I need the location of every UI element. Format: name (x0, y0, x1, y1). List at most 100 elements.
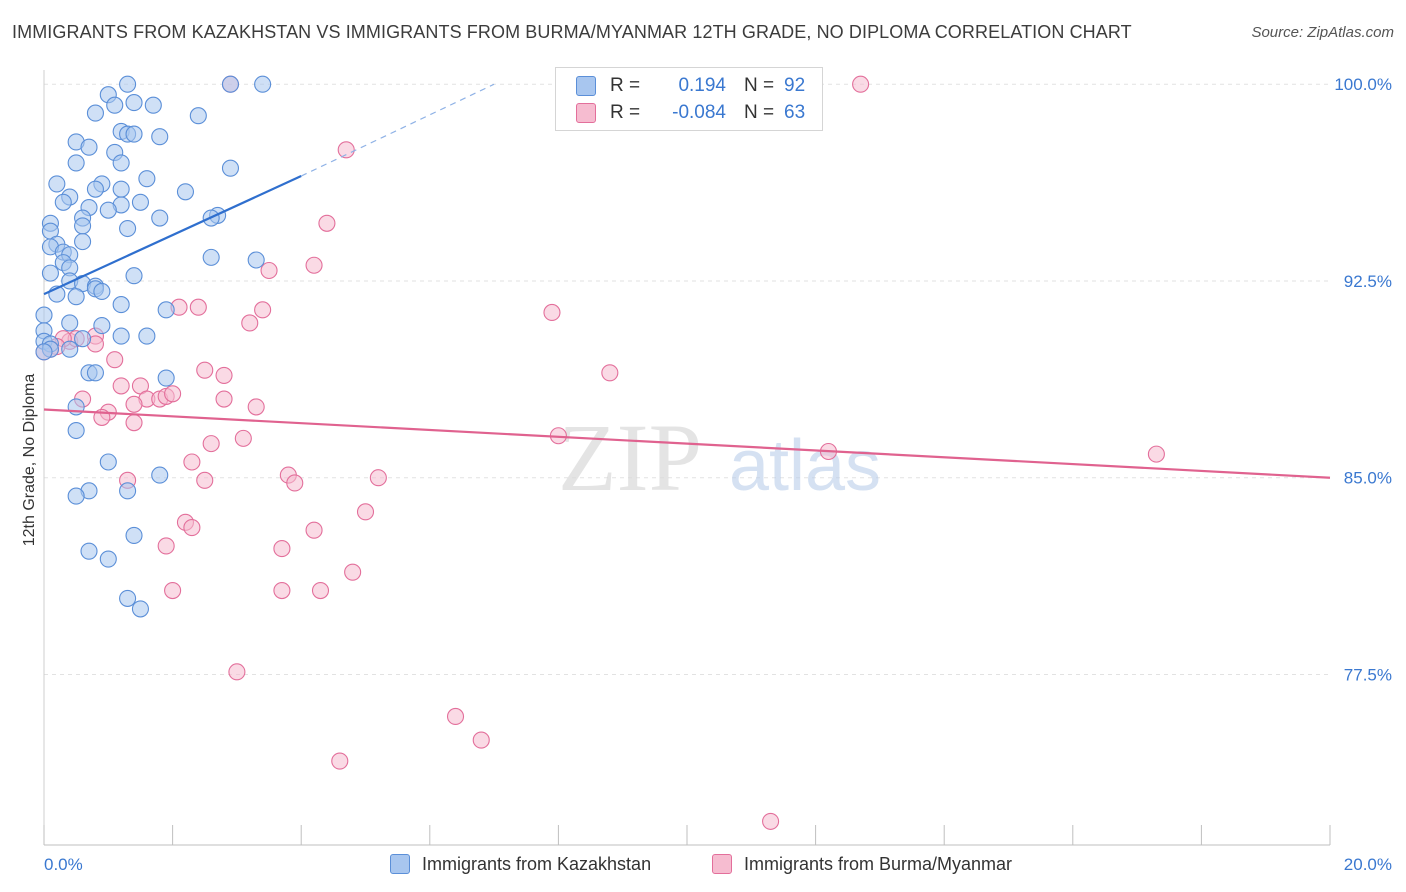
data-point (86, 364, 104, 382)
data-point (112, 180, 130, 198)
data-point (852, 75, 870, 93)
data-point (80, 542, 98, 560)
data-point (183, 453, 201, 471)
watermark: ZIP atlas (558, 404, 881, 511)
data-point (61, 340, 79, 358)
legend-r-value: -0.084 (672, 102, 726, 123)
data-point (196, 471, 214, 489)
data-point (228, 663, 246, 681)
data-point (221, 159, 240, 177)
data-point (61, 314, 79, 332)
trend-lines (43, 83, 1331, 479)
data-point (337, 141, 355, 159)
data-point (446, 707, 465, 726)
data-point (221, 75, 240, 93)
data-point (125, 267, 143, 285)
legend-row-burma: R = -0.084 N = 63 (576, 100, 805, 126)
data-point (260, 261, 278, 280)
data-point (318, 214, 336, 232)
legend-swatch-pink (576, 103, 596, 123)
legend-r-value: 0.194 (678, 75, 726, 96)
data-point (356, 503, 375, 521)
series-legend-label: Immigrants from Burma/Myanmar (744, 853, 1013, 874)
series-legend-kazakhstan: Immigrants from Kazakhstan (390, 852, 651, 876)
data-point (93, 282, 111, 301)
watermark-atlas: atlas (729, 426, 881, 506)
data-point (241, 314, 259, 332)
data-point (254, 75, 272, 93)
data-point (112, 296, 130, 314)
data-point (196, 361, 214, 379)
legend-r-label: R = (610, 75, 641, 96)
data-point (762, 812, 780, 830)
data-point (189, 107, 207, 125)
legend-n-value: 63 (784, 102, 806, 123)
data-point (273, 581, 291, 600)
data-point (106, 96, 124, 114)
data-point (369, 469, 387, 487)
data-point (48, 175, 66, 193)
data-point (125, 414, 143, 432)
data-point (202, 248, 220, 266)
data-point (74, 217, 92, 235)
data-point (119, 482, 137, 500)
data-point (215, 390, 233, 408)
data-point (112, 327, 130, 345)
data-point (125, 526, 143, 544)
series-kazakhstan-points (35, 75, 272, 618)
data-point (157, 301, 175, 319)
y-axis-label: 12th Grade, No Diploma (21, 373, 38, 547)
data-point (93, 317, 111, 335)
data-point (86, 180, 104, 198)
data-point (164, 385, 182, 403)
data-point (601, 364, 619, 382)
x-tick-label: 0.0% (44, 855, 83, 874)
data-point (151, 466, 169, 484)
data-point (99, 550, 117, 568)
data-point (35, 306, 53, 324)
data-point (157, 537, 175, 555)
x-tick-label: 20.0% (1344, 855, 1392, 874)
data-point (344, 563, 362, 581)
watermark-zip: ZIP (558, 404, 702, 511)
data-point (112, 154, 130, 172)
data-point (215, 366, 233, 384)
data-point (131, 193, 149, 211)
data-point (67, 154, 85, 172)
trend-line-kazakhstan (43, 175, 302, 296)
data-point (74, 233, 92, 251)
data-point (254, 301, 272, 319)
data-point (202, 435, 220, 453)
data-point (131, 600, 149, 618)
data-point (164, 581, 182, 600)
legend-swatch-blue (576, 76, 596, 96)
y-tick-label: 85.0% (1344, 469, 1392, 488)
trend-line-kazakhstan-extension (300, 83, 495, 177)
y-tick-label: 92.5% (1344, 272, 1392, 291)
data-point (125, 395, 143, 413)
data-point (138, 170, 156, 188)
data-point (99, 453, 117, 471)
data-point (99, 201, 117, 219)
axes (43, 70, 1331, 846)
data-point (74, 330, 92, 348)
data-point (86, 104, 104, 122)
data-point (125, 125, 143, 143)
data-point (54, 193, 72, 211)
data-point (1147, 445, 1165, 463)
source-label: Source: ZipAtlas.com (1251, 24, 1394, 41)
data-point (106, 351, 124, 369)
tick-labels: 77.5% 85.0% 92.5% 100.0% 0.0% 20.0% (44, 75, 1392, 874)
data-point (311, 581, 330, 600)
data-point (176, 183, 195, 201)
data-point (305, 256, 323, 274)
data-point (305, 521, 323, 539)
y-tick-label: 77.5% (1344, 665, 1392, 684)
data-point (151, 128, 169, 146)
data-point (119, 589, 137, 607)
data-point (67, 487, 85, 505)
y-tick-label: 100.0% (1334, 75, 1392, 94)
data-point (80, 138, 98, 156)
data-point (41, 264, 59, 282)
legend-n-label: N = (744, 75, 775, 96)
